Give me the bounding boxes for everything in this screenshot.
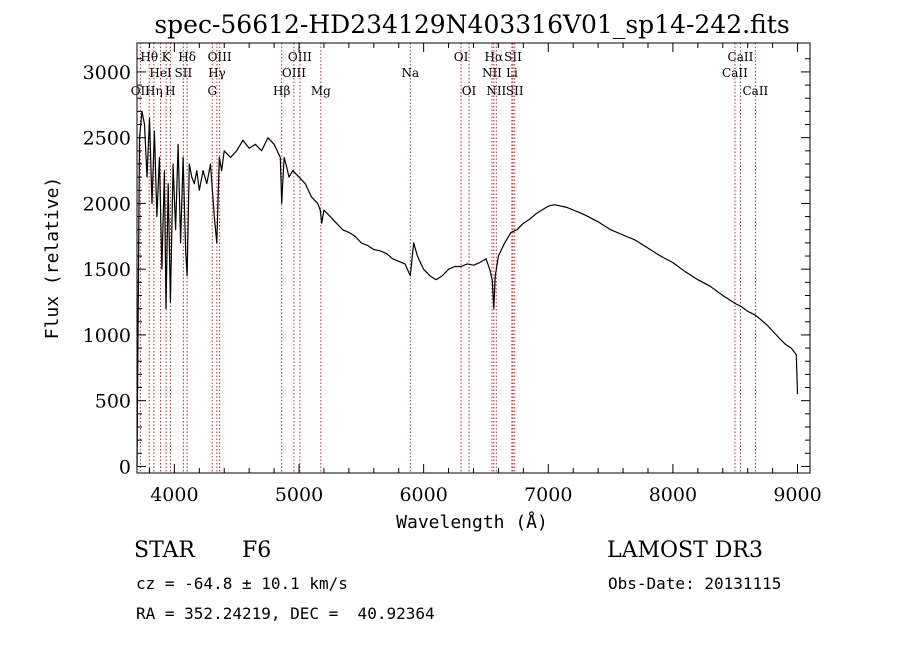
subclass: F6 (242, 538, 272, 563)
y-tick-label-3: 1500 (83, 259, 131, 281)
x-tick-label-1: 5000 (275, 484, 323, 506)
y-tick-label-5: 2500 (83, 128, 131, 150)
line-marker-label-11: Hγ (208, 66, 226, 80)
line-marker-label-3: OIII (208, 50, 232, 64)
line-marker-label-22: Mg (311, 84, 331, 98)
x-tick-label-0: 4000 (150, 484, 198, 506)
line-marker-label-12: OIII (282, 66, 306, 80)
spectrum-chart: spec-56612-HD234129N403316V01_sp14-242.f… (42, 10, 822, 533)
chart-title: spec-56612-HD234129N403316V01_sp14-242.f… (154, 10, 789, 39)
y-axis-label: Flux (relative) (42, 177, 63, 340)
line-marker-label-14: NII (482, 66, 502, 80)
y-tick-label-6: 3000 (83, 62, 131, 84)
line-marker-label-19: H (165, 84, 175, 98)
obs-date-text: Obs-Date: 20131115 (608, 574, 782, 593)
y-tick-label-1: 500 (95, 391, 131, 413)
line-marker-label-0: Hθ (140, 50, 158, 64)
x-tick-label-4: 8000 (649, 484, 697, 506)
y-tick-label-0: 0 (119, 456, 131, 478)
line-marker-label-24: NII (486, 84, 506, 98)
x-axis-label: Wavelength (Å) (396, 511, 548, 533)
line-marker-label-26: CaII (742, 84, 768, 98)
x-tick-label-5: 9000 (773, 484, 821, 506)
series-layer (136, 110, 799, 467)
object-class: STAR (134, 538, 195, 563)
line-marker-label-16: CaII (722, 66, 748, 80)
line-marker-label-1: K (162, 50, 172, 64)
series-line-0 (136, 110, 799, 467)
line-marker-label-25: SII (506, 84, 524, 98)
line-marker-label-18: Hη (145, 84, 163, 98)
x-tick-label-3: 7000 (524, 484, 572, 506)
axes-layer: 4000 5000 6000 7000 8000 9000 0 500 1000 1500 2000… (83, 43, 822, 506)
line-marker-label-2: Hδ (178, 50, 196, 64)
line-marker-label-5: OI (454, 50, 469, 64)
line-marker-label-21: Hβ (273, 84, 290, 98)
y-tick-label-2: 1000 (83, 325, 131, 347)
line-marker-label-17: OII (131, 84, 151, 98)
line-marker-label-20: G (207, 84, 217, 98)
line-marker-label-15: Li (506, 66, 518, 80)
plot-frame (136, 42, 811, 474)
coordinates-text: RA = 352.24219, DEC = 40.92364 (136, 604, 435, 623)
line-marker-label-4: OIII (288, 50, 312, 64)
redshift-text: cz = -64.8 ± 10.1 km/s (136, 574, 348, 593)
line-marker-label-9: HeI (149, 66, 172, 80)
y-tick-label-4: 2000 (83, 193, 131, 215)
line-marker-label-6: Hα (485, 50, 504, 64)
line-marker-label-8: CaII (728, 50, 754, 64)
x-tick-label-2: 6000 (399, 484, 447, 506)
line-marker-label-13: Na (401, 66, 419, 80)
line-marker-label-7: SII (504, 50, 522, 64)
line-marker-label-10: SII (175, 66, 193, 80)
survey-label: LAMOST DR3 (607, 538, 763, 563)
line-marker-label-23: OI (462, 84, 477, 98)
